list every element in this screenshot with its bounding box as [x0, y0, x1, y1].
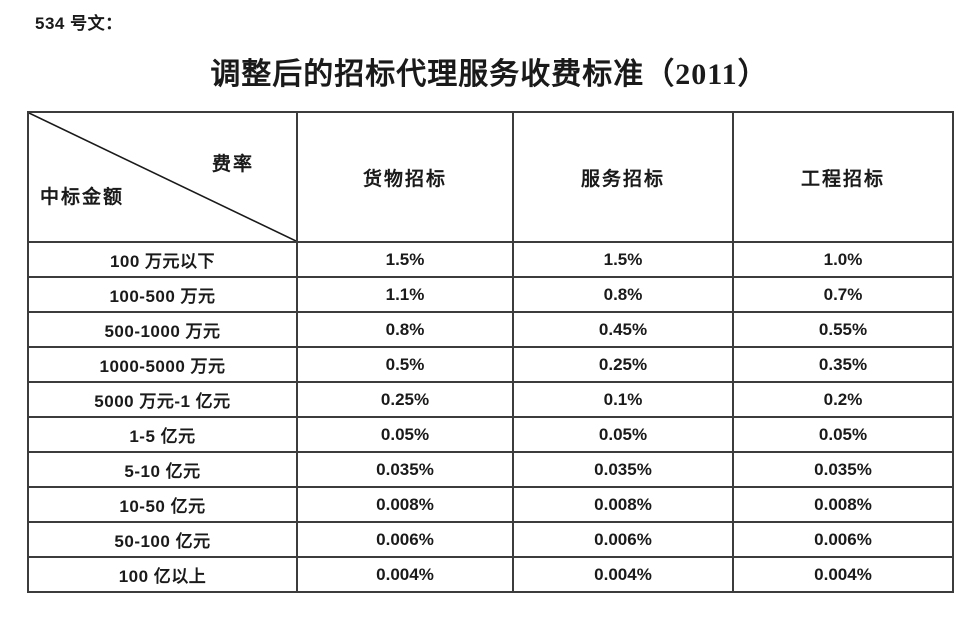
rate-value-cell: 0.45%	[512, 311, 734, 348]
fee-table-body: 100 万元以下 1.5% 1.5% 1.0% 100-500 万元 1.1% 0.8% 0.…	[27, 241, 954, 593]
table-row: 1-5 亿元 0.05% 0.05% 0.05%	[27, 416, 954, 453]
rate-value-cell: 0.55%	[732, 311, 954, 348]
rate-value-cell: 0.25%	[512, 346, 734, 383]
rate-value-cell: 0.05%	[732, 416, 954, 453]
row-label-bid-amount-range: 50-100 亿元	[27, 521, 298, 558]
rate-value-cell: 0.006%	[512, 521, 734, 558]
table-row: 500-1000 万元 0.8% 0.45% 0.55%	[27, 311, 954, 348]
rate-value-cell: 0.004%	[732, 556, 954, 593]
table-row: 100 亿以上 0.004% 0.004% 0.004%	[27, 556, 954, 593]
rate-value-cell: 0.8%	[296, 311, 514, 348]
fee-standard-table: 费率 中标金额 货物招标 服务招标 工程招标 100 万元以下 1.5% 1.5% 1…	[27, 111, 954, 593]
rate-value-cell: 0.006%	[732, 521, 954, 558]
corner-label-bid-amount: 中标金额	[40, 187, 125, 208]
rate-value-cell: 0.035%	[732, 451, 954, 488]
rate-value-cell: 0.004%	[512, 556, 734, 593]
page-title: 调整后的招标代理服务收费标准（2011）	[210, 58, 769, 91]
row-label-bid-amount-range: 5000 万元-1 亿元	[27, 381, 298, 418]
rate-value-cell: 1.1%	[296, 276, 514, 313]
rate-value-cell: 0.035%	[512, 451, 734, 488]
table-row: 5000 万元-1 亿元 0.25% 0.1% 0.2%	[27, 381, 954, 418]
rate-value-cell: 0.05%	[512, 416, 734, 453]
rate-value-cell: 0.004%	[296, 556, 514, 593]
rate-value-cell: 1.5%	[512, 241, 734, 278]
rate-value-cell: 1.0%	[732, 241, 954, 278]
row-label-bid-amount-range: 500-1000 万元	[27, 311, 298, 348]
rate-value-cell: 0.008%	[512, 486, 734, 523]
column-header-engineering: 工程招标	[732, 111, 954, 243]
row-label-bid-amount-range: 10-50 亿元	[27, 486, 298, 523]
rate-value-cell: 0.05%	[296, 416, 514, 453]
row-label-bid-amount-range: 100 亿以上	[27, 556, 298, 593]
rate-value-cell: 0.035%	[296, 451, 514, 488]
table-row: 5-10 亿元 0.035% 0.035% 0.035%	[27, 451, 954, 488]
row-label-bid-amount-range: 1000-5000 万元	[27, 346, 298, 383]
table-row: 1000-5000 万元 0.5% 0.25% 0.35%	[27, 346, 954, 383]
table-row: 100 万元以下 1.5% 1.5% 1.0%	[27, 241, 954, 278]
rate-value-cell: 1.5%	[296, 241, 514, 278]
column-header-services: 服务招标	[512, 111, 734, 243]
corner-header-cell: 费率 中标金额	[27, 111, 298, 243]
row-label-bid-amount-range: 5-10 亿元	[27, 451, 298, 488]
rate-value-cell: 0.006%	[296, 521, 514, 558]
table-row: 50-100 亿元 0.006% 0.006% 0.006%	[27, 521, 954, 558]
column-header-goods: 货物招标	[296, 111, 514, 243]
diagonal-divider-line	[29, 113, 296, 241]
table-row: 10-50 亿元 0.008% 0.008% 0.008%	[27, 486, 954, 523]
rate-value-cell: 0.25%	[296, 381, 514, 418]
corner-label-rate: 费率	[211, 154, 254, 175]
rate-value-cell: 0.1%	[512, 381, 734, 418]
row-label-bid-amount-range: 100-500 万元	[27, 276, 298, 313]
doc-number-label: 534 号文：	[35, 14, 123, 33]
rate-value-cell: 0.2%	[732, 381, 954, 418]
table-header-row: 费率 中标金额 货物招标 服务招标 工程招标	[27, 111, 954, 243]
rate-value-cell: 0.5%	[296, 346, 514, 383]
rate-value-cell: 0.8%	[512, 276, 734, 313]
rate-value-cell: 0.008%	[732, 486, 954, 523]
table-row: 100-500 万元 1.1% 0.8% 0.7%	[27, 276, 954, 313]
row-label-bid-amount-range: 1-5 亿元	[27, 416, 298, 453]
rate-value-cell: 0.35%	[732, 346, 954, 383]
row-label-bid-amount-range: 100 万元以下	[27, 241, 298, 278]
rate-value-cell: 0.008%	[296, 486, 514, 523]
rate-value-cell: 0.7%	[732, 276, 954, 313]
